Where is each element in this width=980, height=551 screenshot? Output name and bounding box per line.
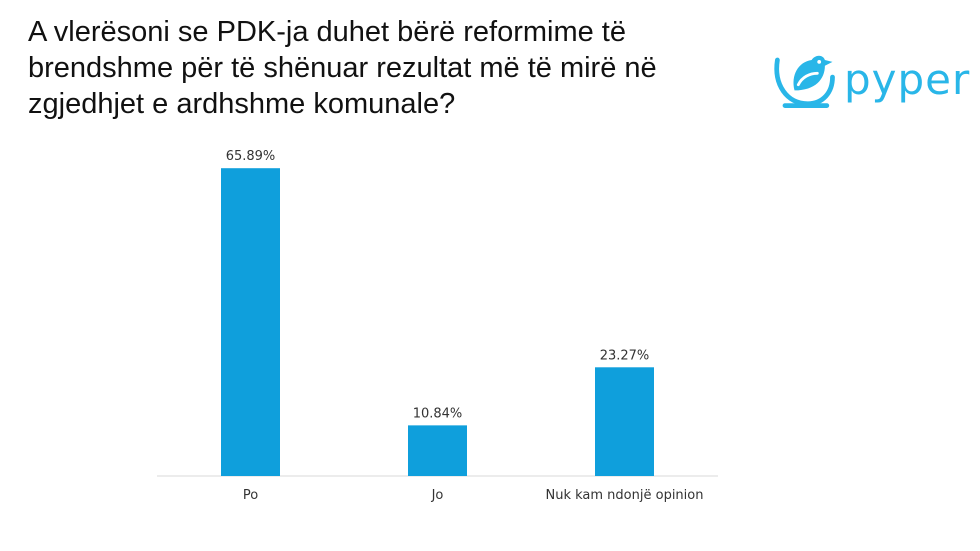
category-label-1: Jo [431,488,444,503]
logo-wordmark: pyper [844,54,971,104]
bar-1 [408,425,467,476]
category-label-0: Po [243,488,258,503]
data-label-1: 10.84% [413,406,463,421]
bar-2 [595,367,654,476]
data-label-0: 65.89% [226,149,276,164]
pyper-logo: pyper [766,40,969,118]
bird-icon [774,55,835,108]
data-label-2: 23.27% [600,348,650,363]
bar-0 [221,168,280,476]
chart-title: A vlerësoni se PDK-ja duhet bërë reformi… [28,16,657,120]
category-label-2: Nuk kam ndonjë opinion [546,488,704,503]
